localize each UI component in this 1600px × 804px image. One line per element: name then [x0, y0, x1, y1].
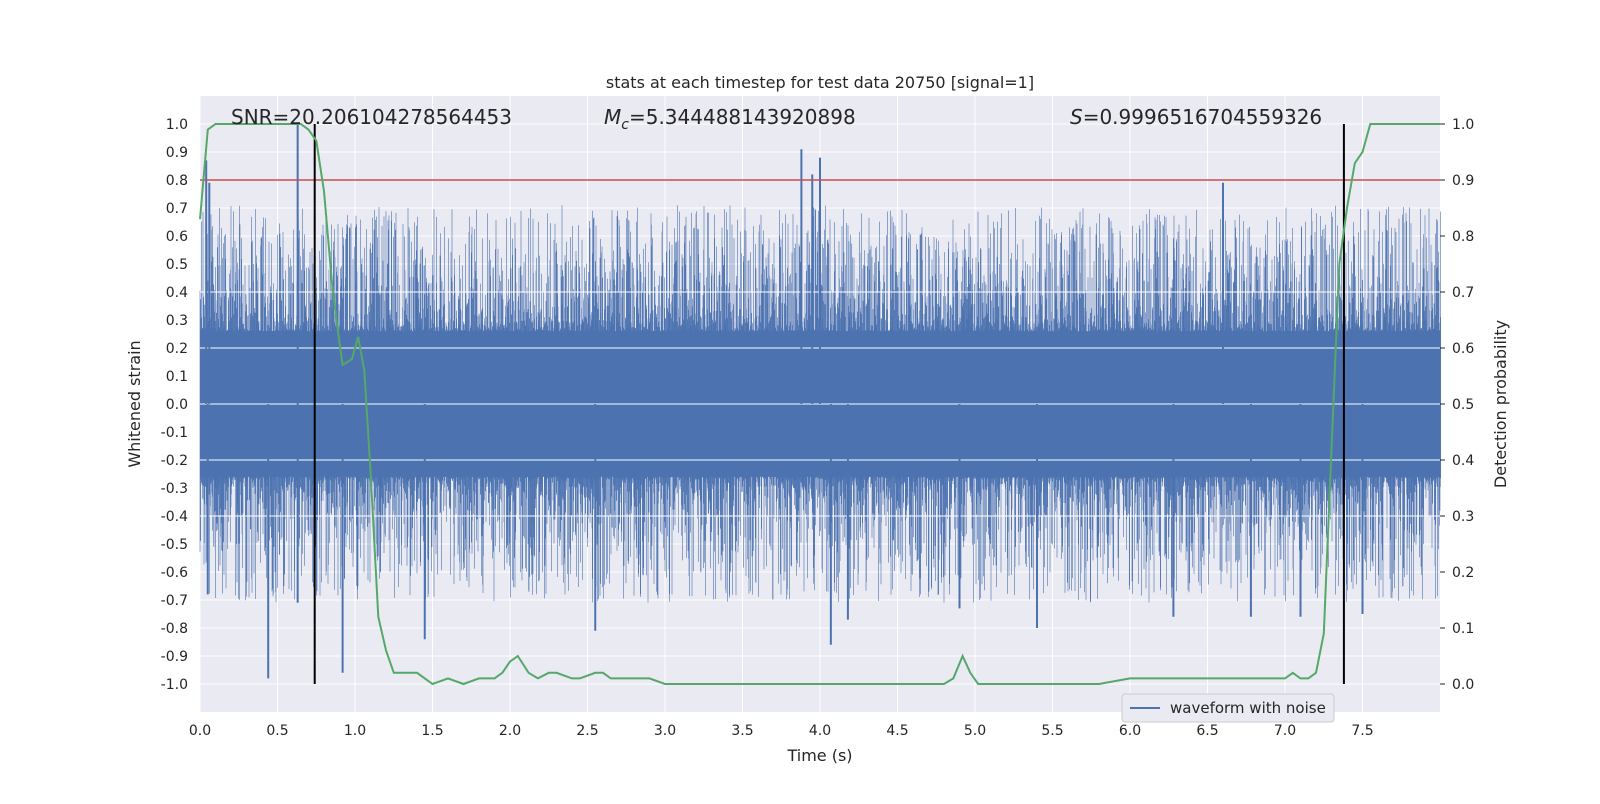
x-tick-label: 1.5 — [421, 723, 443, 739]
y-tick-label: 0.8 — [166, 173, 188, 189]
mc-value: =5.344488143920898 — [629, 105, 856, 129]
y-tick-label: -0.2 — [161, 453, 188, 469]
x-tick-label: 3.5 — [731, 723, 753, 739]
mc-symbol: M — [604, 105, 621, 129]
y-right-axis-label: Detection probability — [1491, 320, 1510, 488]
x-tick-label: 0.0 — [189, 723, 211, 739]
mc-annotation: Mc=5.344488143920898 — [604, 105, 856, 133]
y-tick-label: -1.0 — [161, 677, 188, 693]
x-tick-label: 5.5 — [1041, 723, 1063, 739]
legend: waveform with noise — [1121, 693, 1335, 723]
x-tick-label: 7.5 — [1351, 723, 1373, 739]
y-tick-label: -0.6 — [161, 565, 188, 581]
x-tick-label: 0.5 — [266, 723, 288, 739]
y-right-tick-label: 0.3 — [1452, 509, 1474, 525]
y-right-tick-label: 0.5 — [1452, 397, 1474, 413]
y-tick-label: -0.8 — [161, 621, 188, 637]
x-tick-label: 3.0 — [654, 723, 676, 739]
y-right-tick-label: 0.9 — [1452, 173, 1474, 189]
y-right-tick-label: 0.2 — [1452, 565, 1474, 581]
y-right-tick-label: 0.0 — [1452, 677, 1474, 693]
y-tick-label: 0.3 — [166, 313, 188, 329]
y-tick-label: 0.2 — [166, 341, 188, 357]
x-tick-label: 2.5 — [576, 723, 598, 739]
y-axis-label: Whitened strain — [125, 340, 144, 467]
snr-annotation: SNR=20.206104278564453 — [231, 105, 512, 129]
x-tick-label: 4.0 — [809, 723, 831, 739]
y-right-tick-label: 0.6 — [1452, 341, 1474, 357]
y-tick-label: -0.9 — [161, 649, 188, 665]
waveform-spikes — [205, 124, 1364, 679]
y-tick-label: 0.6 — [166, 229, 188, 245]
y-right-tick-label: 0.1 — [1452, 621, 1474, 637]
y-tick-label: 0.5 — [166, 257, 188, 273]
x-tick-label: 1.0 — [344, 723, 366, 739]
y-tick-label: 0.9 — [166, 145, 188, 161]
y-right-tick-labels: 0.0 0.1 0.2 0.3 0.4 0.5 0.6 0.7 0.8 0.9 1.0 — [1440, 117, 1474, 693]
y-tick-label: -0.1 — [161, 425, 188, 441]
x-tick-labels: 0.0 0.5 1.0 1.5 2.0 2.5 3.0 3.5 4.0 4.5 5.0 5.5 6.0 6… — [189, 723, 1374, 739]
x-axis-label: Time (s) — [786, 746, 852, 765]
y-right-tick-label: 0.7 — [1452, 285, 1474, 301]
y-tick-label: 0.4 — [166, 285, 188, 301]
s-annotation: S=0.9996516704559326 — [1070, 105, 1322, 129]
y-right-tick-label: 1.0 — [1452, 117, 1474, 133]
probability-series — [199, 123, 1440, 686]
y-tick-labels: -1.0 -0.9 -0.8 -0.7 -0.6 -0.5 -0.4 -0.3 -0.2 -0.1… — [161, 117, 188, 693]
y-tick-label: 0.0 — [166, 397, 188, 413]
y-tick-label: -0.7 — [161, 593, 188, 609]
x-tick-label: 4.5 — [886, 723, 908, 739]
y-tick-label: -0.5 — [161, 537, 188, 553]
y-tick-label: -0.4 — [161, 509, 188, 525]
s-symbol: S — [1070, 105, 1083, 129]
y-tick-label: 1.0 — [166, 117, 188, 133]
x-tick-label: 7.0 — [1274, 723, 1296, 739]
x-tick-label: 6.0 — [1119, 723, 1141, 739]
y-tick-label: 0.7 — [166, 201, 188, 217]
x-tick-label: 5.0 — [964, 723, 986, 739]
legend-label: waveform with noise — [1170, 699, 1326, 717]
x-tick-label: 6.5 — [1196, 723, 1218, 739]
y-tick-label: 0.1 — [166, 369, 188, 385]
chart-title: stats at each timestep for test data 207… — [606, 73, 1034, 92]
legend-box — [1121, 693, 1335, 723]
mc-subscript: c — [621, 117, 629, 133]
y-right-tick-label: 0.8 — [1452, 229, 1474, 245]
y-right-tick-label: 0.4 — [1452, 453, 1474, 469]
y-tick-label: -0.3 — [161, 481, 188, 497]
x-tick-label: 2.0 — [499, 723, 521, 739]
s-value: =0.9996516704559326 — [1083, 105, 1322, 129]
probability-line — [199, 123, 1440, 686]
vertical-markers — [313, 124, 1345, 684]
